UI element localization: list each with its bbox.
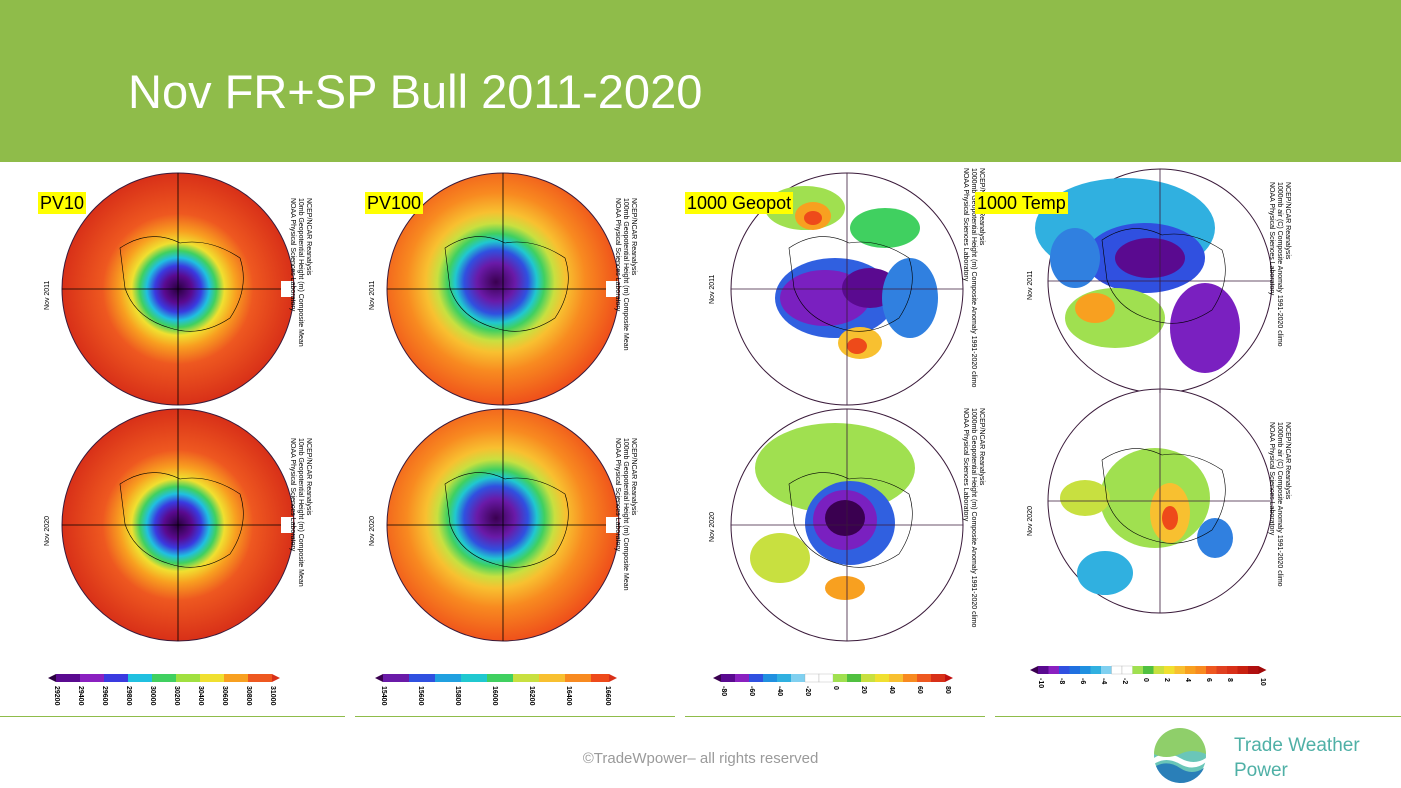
colorbar-tick: -8	[1058, 678, 1065, 685]
colorbar-tick: -4	[1100, 678, 1107, 685]
wave-globe-logo-icon	[1154, 728, 1206, 784]
panel-label: PV100	[365, 192, 424, 214]
title-banner	[0, 0, 1401, 162]
pv100-colorbar	[375, 674, 617, 682]
colorbar-tick: 80	[944, 686, 951, 694]
colorbar-tick: 30800	[245, 686, 252, 706]
pv100-maps	[375, 172, 620, 682]
brand-line-2: Power	[1234, 760, 1288, 781]
colorbar-tick: -80	[720, 686, 727, 697]
map-date: Nov 2011	[44, 280, 51, 310]
colorbar-tick: 29400	[77, 686, 84, 706]
footer-divider-mid	[355, 716, 675, 717]
panel-pv10: PV10 NCEP/NCAR Reanalysis 10mb Geopotenti…	[30, 168, 370, 718]
colorbar-tick: 31000	[269, 686, 276, 706]
map-metadata: NCEP/NCAR Reanalysis 100mb Geopotential H…	[614, 438, 637, 591]
map-date: Nov 2020	[44, 516, 51, 546]
colorbar-tick: 30200	[173, 686, 180, 706]
colorbar-tick: -40	[776, 686, 783, 697]
colorbar-tick: 30600	[221, 686, 228, 706]
footer-divider-left	[0, 716, 345, 717]
colorbar-tick: -20	[804, 686, 811, 697]
colorbar-tick: 16200	[528, 686, 535, 706]
map-date: Nov 2011	[369, 280, 376, 310]
map-metadata: NCEP/NCAR Reanalysis 10mb Geopotential He…	[289, 198, 312, 347]
geopot-anomaly-blobs-top	[765, 186, 938, 359]
colorbar-tick: 29800	[125, 686, 132, 706]
geopot-colorbar	[713, 673, 953, 683]
temp-colorbar	[1030, 665, 1267, 675]
slide-title: Nov FR+SP Bull 2011-2020	[128, 65, 703, 118]
copyright-text: ©TradeWpower– all rights reserved	[582, 750, 819, 767]
map-date: Nov 2011	[709, 274, 716, 304]
colorbar-tick: 0	[1142, 678, 1149, 682]
panel-pv100: PV100 NCEP/NCAR Reanalysis 100mb Geopoten…	[355, 168, 695, 718]
temp-maps	[1030, 168, 1273, 675]
colorbar-tick: -2	[1121, 678, 1128, 685]
colorbar-tick: 16400	[565, 686, 572, 706]
colorbar-tick: 16000	[491, 686, 498, 706]
colorbar-tick: 2	[1163, 678, 1170, 682]
colorbar-tick: 60	[916, 686, 923, 694]
map-date: Nov 2011	[1027, 270, 1034, 300]
colorbar-tick: 0	[832, 686, 839, 690]
geopot-maps	[713, 172, 964, 683]
panel-label: 1000 Temp	[975, 192, 1068, 214]
colorbar-tick: 30000	[149, 686, 156, 706]
map-metadata: NCEP/NCAR Reanalysis 10mb Geopotential He…	[289, 438, 312, 587]
map-date: Nov 2020	[709, 512, 716, 542]
colorbar-tick: 15800	[454, 686, 461, 706]
temp-anomaly-blobs-top	[1035, 178, 1240, 373]
footer-divider-right	[995, 716, 1401, 717]
colorbar-tick: 29200	[53, 686, 60, 706]
map-metadata: NCEP/NCAR Reanalysis 100mb Geopotential H…	[614, 198, 637, 351]
pv10-colorbar	[48, 674, 280, 682]
colorbar-tick: 20	[860, 686, 867, 694]
colorbar-tick: 6	[1205, 678, 1212, 682]
brand-line-1: Trade Weather	[1234, 735, 1360, 756]
geopot-anomaly-blobs-bottom	[750, 423, 915, 600]
map-metadata: NCEP/NCAR Reanalysis 1000mb air (C) Compo…	[1268, 182, 1291, 347]
colorbar-tick: 29600	[101, 686, 108, 706]
map-date: Nov 2020	[369, 516, 376, 546]
colorbar-tick: 40	[888, 686, 895, 694]
colorbar-tick: 15600	[417, 686, 424, 706]
colorbar-tick: 4	[1184, 678, 1191, 682]
panel-1000-temp: 1000 Temp NCEP/NCAR Reanalysis 1000mb air…	[975, 168, 1315, 718]
colorbar-tick: 30400	[197, 686, 204, 706]
colorbar-tick: -6	[1079, 678, 1086, 685]
colorbar-tick: -10	[1037, 678, 1044, 689]
colorbar-tick: -60	[748, 686, 755, 697]
map-date: Nov 2020	[1027, 506, 1034, 536]
pv10-maps	[48, 172, 295, 682]
brand-name: Trade Weather Power	[1234, 733, 1360, 783]
colorbar-tick: 10	[1259, 678, 1266, 686]
colorbar-tick: 8	[1226, 678, 1233, 682]
panel-label: PV10	[38, 192, 87, 214]
footer-divider-mid2	[685, 716, 985, 717]
colorbar-tick: 15400	[380, 686, 387, 706]
colorbar-tick: 16600	[604, 686, 611, 706]
panel-label: 1000 Geopot	[685, 192, 794, 214]
map-metadata: NCEP/NCAR Reanalysis 1000mb air (C) Compo…	[1268, 422, 1291, 587]
